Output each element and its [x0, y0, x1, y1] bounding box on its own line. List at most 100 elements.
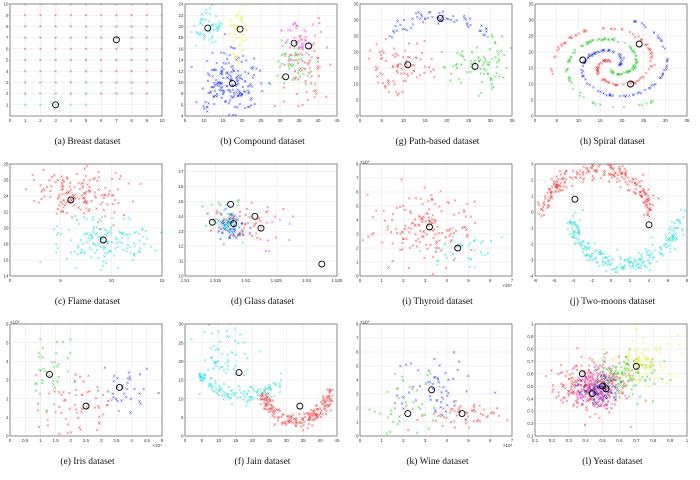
- data-point: [391, 212, 395, 216]
- data-point: [620, 370, 624, 373]
- data-point: [437, 381, 441, 384]
- data-point: [468, 265, 472, 269]
- y-tick-label: 0: [356, 114, 359, 119]
- data-point: [76, 253, 80, 256]
- data-point: [470, 50, 474, 54]
- data-point: [52, 383, 55, 386]
- data-point: [50, 175, 54, 179]
- data-point: [491, 85, 495, 88]
- data-point: [632, 384, 636, 388]
- data-point: [288, 421, 291, 424]
- data-point: [654, 348, 658, 352]
- axes-box: [9, 163, 163, 277]
- data-point: [460, 63, 463, 66]
- data-point: [68, 185, 72, 188]
- data-point: [219, 237, 222, 241]
- data-point: [479, 241, 483, 245]
- y-tick-label: -3: [529, 258, 533, 263]
- data-point: [429, 398, 433, 402]
- data-point: [227, 101, 231, 105]
- data-point: [408, 385, 411, 389]
- data-point: [91, 218, 95, 222]
- data-point: [329, 397, 332, 401]
- data-point: [59, 210, 63, 213]
- data-point: [235, 391, 238, 395]
- x-tick-label: 0.9: [667, 438, 674, 443]
- data-point: [90, 236, 94, 239]
- data-point: [647, 86, 651, 90]
- x-tick-label: 40: [318, 438, 324, 443]
- data-point: [381, 81, 385, 85]
- data-point: [649, 361, 653, 364]
- data-point: [403, 28, 407, 31]
- data-point: [117, 201, 120, 205]
- data-point: [48, 374, 51, 377]
- data-point: [622, 56, 626, 60]
- data-point: [228, 396, 231, 400]
- data-point: [635, 54, 638, 57]
- data-point: [621, 373, 624, 376]
- data-point: [636, 402, 639, 406]
- data-point: [595, 168, 599, 172]
- data-point: [227, 33, 231, 36]
- data-point: [634, 267, 637, 271]
- data-point: [485, 30, 488, 33]
- data-point: [113, 374, 116, 378]
- data-point: [259, 402, 262, 406]
- data-point: [85, 217, 88, 221]
- data-point: [452, 351, 456, 354]
- data-point: [141, 228, 144, 232]
- data-point: [618, 168, 622, 171]
- data-point: [319, 411, 322, 414]
- data-point: [588, 254, 592, 258]
- data-point: [495, 65, 499, 69]
- data-point: [215, 95, 219, 98]
- data-point: [231, 351, 234, 355]
- data-point: [374, 209, 378, 212]
- data-point: [402, 237, 405, 241]
- data-point: [564, 374, 567, 378]
- data-point: [125, 249, 128, 253]
- data-point: [399, 72, 403, 75]
- x-tick-label: 15: [423, 118, 429, 123]
- x-tick-label: -6: [552, 278, 556, 283]
- data-point: [667, 228, 671, 231]
- data-point: [612, 39, 616, 42]
- data-point: [420, 414, 424, 417]
- x-tick-label: 5: [161, 438, 164, 443]
- data-point: [633, 349, 637, 353]
- data-point: [34, 374, 38, 377]
- data-point: [241, 85, 245, 89]
- data-point: [568, 176, 572, 179]
- data-point: [74, 197, 77, 201]
- data-point: [375, 42, 378, 46]
- data-point: [62, 399, 66, 402]
- data-point: [568, 232, 572, 236]
- data-point: [587, 384, 590, 387]
- data-point: [610, 70, 613, 74]
- data-point: [316, 56, 319, 60]
- data-point: [278, 385, 282, 388]
- data-point: [671, 234, 675, 237]
- data-point: [234, 113, 237, 116]
- data-point: [633, 260, 637, 264]
- data-point: [579, 391, 582, 395]
- x-tick-label: 2: [70, 438, 73, 443]
- data-point: [201, 18, 205, 21]
- axes-box: [9, 3, 163, 117]
- data-point: [93, 406, 97, 409]
- data-point: [542, 209, 545, 212]
- data-point: [99, 268, 103, 271]
- data-point: [267, 249, 271, 253]
- data-point: [243, 89, 246, 93]
- data-point: [94, 244, 97, 247]
- data-point: [438, 239, 441, 242]
- data-point: [318, 407, 322, 410]
- data-point: [105, 203, 109, 206]
- data-point: [226, 212, 230, 215]
- data-point: [194, 44, 198, 47]
- data-point: [199, 379, 202, 382]
- data-point: [259, 388, 262, 391]
- data-point: [291, 78, 294, 82]
